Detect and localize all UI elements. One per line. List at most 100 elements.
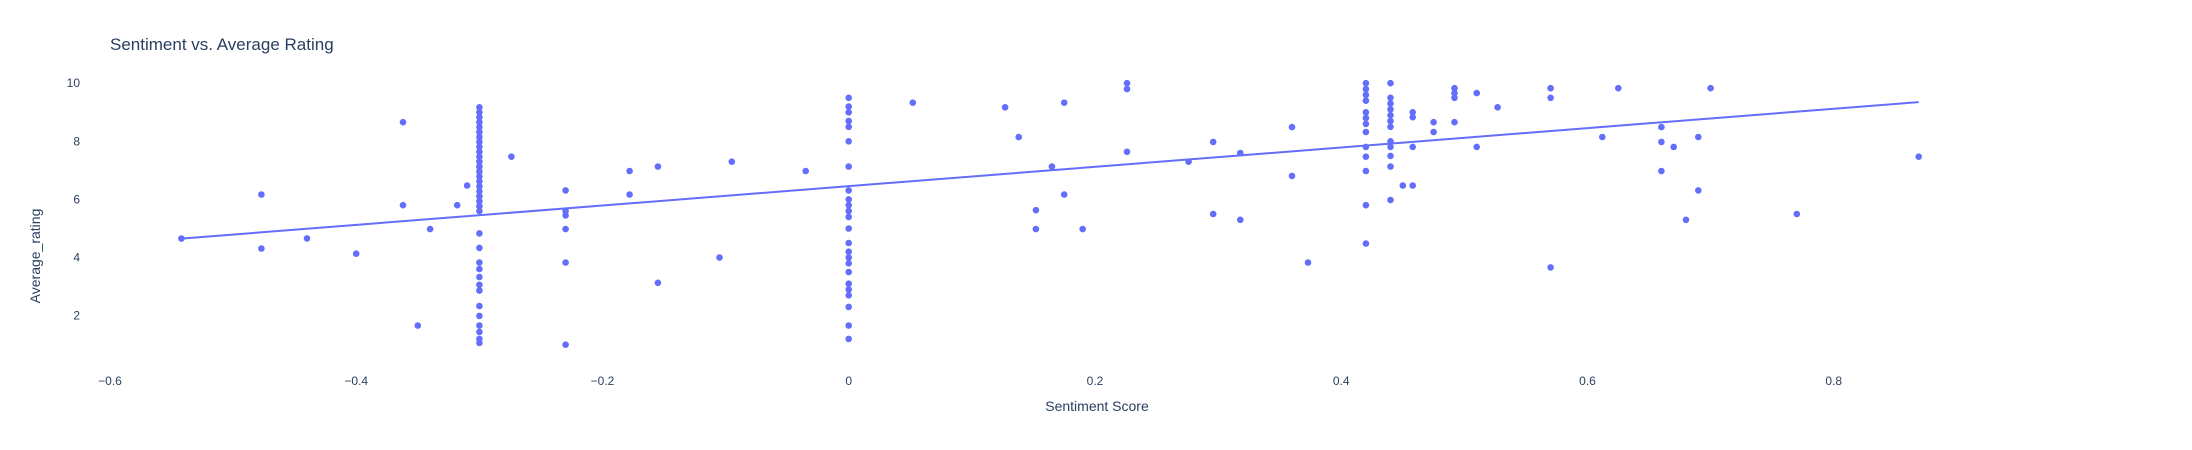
data-point	[1123, 79, 1131, 87]
data-point	[1451, 84, 1458, 92]
data-point	[476, 230, 483, 237]
data-point	[1362, 120, 1370, 128]
data-point	[1915, 153, 1922, 160]
y-tick-label: 8	[73, 134, 80, 148]
data-point	[352, 250, 360, 257]
data-point	[845, 280, 852, 288]
data-point	[476, 123, 483, 131]
data-point	[1032, 225, 1040, 233]
data-point	[1362, 201, 1370, 209]
data-point	[258, 245, 265, 252]
data-point	[476, 281, 483, 289]
data-point	[1451, 89, 1458, 97]
data-point	[845, 123, 852, 131]
data-point	[476, 322, 483, 329]
x-tick-label: 0	[845, 374, 852, 388]
data-point	[414, 322, 422, 329]
y-tick-label: 4	[73, 251, 80, 265]
data-point	[476, 173, 483, 180]
data-point	[1409, 143, 1416, 151]
data-point	[1494, 104, 1501, 111]
data-point	[1387, 143, 1394, 151]
data-point	[1409, 182, 1416, 189]
data-point	[654, 163, 662, 170]
data-point	[654, 279, 662, 287]
x-axis-ticks: −0.6 −0.4 −0.2 0 0.2 0.4 0.6 0.8	[98, 374, 1842, 388]
data-point	[178, 235, 185, 242]
data-point	[845, 109, 852, 116]
data-point	[476, 192, 483, 200]
x-tick-label: −0.6	[98, 374, 122, 388]
data-point	[1185, 158, 1192, 165]
data-point	[1387, 106, 1394, 113]
data-point	[1387, 123, 1394, 131]
data-point	[845, 225, 852, 232]
data-point	[1399, 182, 1407, 189]
data-point	[1793, 210, 1801, 218]
data-point	[845, 292, 852, 299]
data-point	[626, 167, 633, 175]
data-point	[1658, 167, 1665, 175]
data-point	[1451, 94, 1458, 102]
data-point	[1362, 91, 1370, 99]
data-point	[1387, 152, 1394, 160]
data-point	[453, 201, 461, 209]
data-point	[802, 167, 809, 175]
data-point	[476, 178, 483, 185]
data-point	[1451, 118, 1458, 126]
data-point	[476, 109, 483, 116]
data-point	[476, 183, 483, 190]
data-point	[476, 143, 483, 151]
data-point	[476, 328, 483, 336]
data-point	[1387, 100, 1394, 107]
data-point	[1599, 133, 1606, 141]
data-point	[476, 273, 483, 281]
x-tick-label: 0.6	[1579, 374, 1596, 388]
y-tick-label: 10	[67, 76, 81, 90]
data-point	[1473, 89, 1480, 97]
data-point	[1409, 109, 1416, 116]
data-point	[399, 118, 407, 126]
data-point	[476, 312, 483, 320]
data-point	[476, 339, 483, 347]
data-point	[303, 235, 311, 242]
data-point	[1695, 133, 1702, 141]
data-point	[845, 335, 852, 343]
data-point	[1362, 97, 1370, 104]
data-point	[476, 113, 483, 121]
scatter-points	[178, 79, 1922, 349]
x-axis-title: Sentiment Score	[1045, 398, 1149, 414]
data-point	[1123, 148, 1131, 156]
data-point	[1362, 79, 1370, 87]
data-point	[1707, 84, 1714, 92]
data-point	[1362, 128, 1370, 136]
data-point	[1547, 94, 1554, 102]
data-point	[258, 191, 265, 198]
data-point	[476, 265, 483, 273]
data-point	[626, 191, 633, 198]
data-point	[562, 341, 569, 349]
data-point	[476, 163, 483, 170]
data-point	[845, 187, 852, 194]
data-point	[1123, 85, 1131, 93]
data-point	[1387, 79, 1394, 87]
data-point	[399, 201, 407, 209]
data-point	[845, 163, 852, 170]
data-point	[476, 148, 483, 156]
data-point	[1237, 216, 1244, 224]
data-point	[845, 248, 852, 255]
data-point	[476, 138, 483, 146]
data-point	[1430, 128, 1437, 136]
data-point	[1362, 167, 1370, 175]
data-point	[476, 133, 483, 141]
y-axis-ticks: 2 4 6 8 10	[67, 76, 81, 322]
data-point	[476, 168, 483, 175]
data-point	[1682, 216, 1690, 224]
data-point	[476, 188, 483, 195]
x-tick-label: −0.4	[344, 374, 368, 388]
data-point	[476, 197, 483, 205]
data-point	[476, 259, 483, 266]
data-point	[845, 268, 852, 276]
data-point	[426, 225, 434, 233]
data-point	[845, 94, 852, 102]
